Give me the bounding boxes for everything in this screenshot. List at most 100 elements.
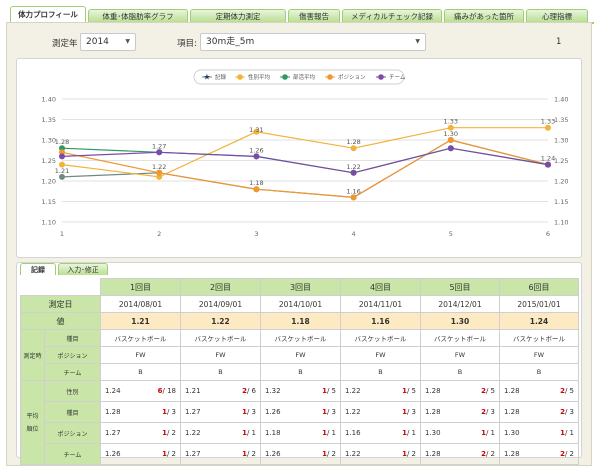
chart-legend xyxy=(193,69,405,85)
rank-cell: 1.21 2/ 6 xyxy=(180,380,261,402)
rank-fraction: 2/ 3 xyxy=(481,408,495,416)
rank-cell-content: 1.24 6/ 18 xyxy=(102,387,180,395)
rank-fraction: 2/ 2 xyxy=(481,450,495,458)
rank-slash: / xyxy=(564,429,570,437)
rank-cell-content: 1.27 1/ 2 xyxy=(102,429,180,437)
measure-cell: バスケットボール xyxy=(260,329,341,347)
rank-value: 1 xyxy=(322,408,327,416)
rank-cell: 1.26 1/ 3 xyxy=(260,401,341,423)
rank-value: 2 xyxy=(560,450,565,458)
measure-cell: FW xyxy=(260,346,341,364)
rank-cell: 1.22 1/ 2 xyxy=(340,443,421,465)
date-cell: 2014/09/01 xyxy=(180,295,261,313)
rank-cell-content: 1.22 1/ 3 xyxy=(342,408,420,416)
average-value: 1.21 xyxy=(185,387,201,395)
measure-cell: B xyxy=(260,363,341,381)
rank-slash: / xyxy=(485,408,491,416)
date-cell: 2014/11/01 xyxy=(340,295,421,313)
rank-slash: / xyxy=(485,450,491,458)
average-value: 1.27 xyxy=(185,450,201,458)
rank-slash: / xyxy=(326,408,332,416)
rank-fraction: 1/ 2 xyxy=(242,450,256,458)
item-value: 30m走_5m xyxy=(206,37,255,47)
rank-total: 2 xyxy=(171,429,176,437)
rank-cell: 1.28 2/ 2 xyxy=(499,443,579,465)
round-header: 4回目 xyxy=(340,278,421,296)
measure-cell: FW xyxy=(499,346,579,364)
rank-fraction: 1/ 1 xyxy=(242,429,256,437)
data-label: 1.22 xyxy=(152,163,166,171)
rank-fraction: 2/ 3 xyxy=(560,408,574,416)
rank-row-label: 性別 xyxy=(44,380,101,402)
rank-fraction: 1/ 2 xyxy=(322,450,336,458)
rank-cell: 1.28 2/ 3 xyxy=(420,401,500,423)
rank-total: 3 xyxy=(331,408,336,416)
legend-marker xyxy=(237,74,243,80)
rank-total: 5 xyxy=(331,387,336,395)
rank-cell-content: 1.27 1/ 2 xyxy=(182,450,260,458)
data-label: 1.31 xyxy=(249,126,263,134)
tab-medical-check[interactable]: メディカルチェック記録 xyxy=(342,9,442,22)
rank-cell-content: 1.21 2/ 6 xyxy=(182,387,260,395)
y-tick-label-right: 1.35 xyxy=(554,116,568,124)
date-cell: 2014/10/01 xyxy=(260,295,341,313)
average-value: 1.28 xyxy=(504,408,520,416)
data-label: 1.33 xyxy=(444,118,458,126)
rank-slash: / xyxy=(326,450,332,458)
year-select[interactable]: 2014 ▼ xyxy=(80,33,136,51)
x-tick-label: 4 xyxy=(352,230,356,238)
data-point xyxy=(59,161,65,168)
y-tick-label: 1.10 xyxy=(42,219,56,227)
rank-cell-content: 1.28 2/ 5 xyxy=(422,387,499,395)
rank-cell-content: 1.28 2/ 5 xyxy=(501,387,578,395)
item-select[interactable]: 30m走_5m ▼ xyxy=(200,33,426,51)
rank-value: 1 xyxy=(322,429,327,437)
rank-total: 5 xyxy=(569,387,574,395)
rank-cell-content: 1.26 1/ 3 xyxy=(262,408,340,416)
rank-fraction: 1/ 5 xyxy=(322,387,336,395)
tab-injury-report[interactable]: 傷害報告 xyxy=(288,9,340,22)
measure-row-label: ポジション xyxy=(44,346,101,364)
table-corner xyxy=(20,278,101,296)
rank-cell: 1.26 1/ 2 xyxy=(100,443,181,465)
rank-row-label: チーム xyxy=(44,443,101,465)
average-value: 1.30 xyxy=(425,429,441,437)
rank-fraction: 1/ 1 xyxy=(322,429,336,437)
rank-slash: / xyxy=(406,408,412,416)
rank-total: 1 xyxy=(569,429,574,437)
tab-pain-locations[interactable]: 痛みがあった箇所 xyxy=(444,9,524,22)
rank-cell-content: 1.22 1/ 1 xyxy=(182,429,260,437)
rank-fraction: 6/ 18 xyxy=(158,387,176,395)
subtab-input-edit[interactable]: 入力･修正 xyxy=(58,263,108,275)
measure-cell: B xyxy=(499,363,579,381)
rank-cell: 1.22 1/ 3 xyxy=(340,401,421,423)
data-point xyxy=(447,124,454,131)
y-tick-label-right: 1.30 xyxy=(554,137,568,145)
table-row: 値 1.21 1.22 1.18 1.16 1.30 1.24 xyxy=(20,312,579,330)
rank-value: 2 xyxy=(560,408,565,416)
tab-psychological-index[interactable]: 心理指標 xyxy=(526,9,588,22)
legend-label: 部活平均 xyxy=(293,73,316,81)
tab-weight-bodyfat-graph[interactable]: 体重･体脂肪率グラフ xyxy=(88,9,188,22)
rank-row-label: 種目 xyxy=(44,401,101,423)
tab-periodic-fitness[interactable]: 定期体力測定 xyxy=(190,9,286,22)
subtab-records[interactable]: 記録 xyxy=(20,263,56,275)
data-point xyxy=(156,149,163,156)
rank-cell: 1.22 1/ 5 xyxy=(340,380,421,402)
tab-physical-profile[interactable]: 体力プロフィール xyxy=(10,6,86,23)
rank-cell-content: 1.27 1/ 3 xyxy=(182,408,260,416)
average-value: 1.22 xyxy=(345,450,361,458)
data-point xyxy=(350,194,357,201)
rank-fraction: 1/ 3 xyxy=(162,408,176,416)
data-point xyxy=(253,128,260,135)
rank-slash: / xyxy=(246,408,252,416)
rank-total: 3 xyxy=(569,408,574,416)
rank-fraction: 1/ 2 xyxy=(162,450,176,458)
rank-cell: 1.30 1/ 1 xyxy=(499,422,579,444)
rank-row-label: ポジション xyxy=(44,422,101,444)
rank-total: 18 xyxy=(167,387,176,395)
rank-slash: / xyxy=(406,387,412,395)
data-point xyxy=(545,161,551,168)
rank-cell: 1.27 1/ 2 xyxy=(180,443,261,465)
